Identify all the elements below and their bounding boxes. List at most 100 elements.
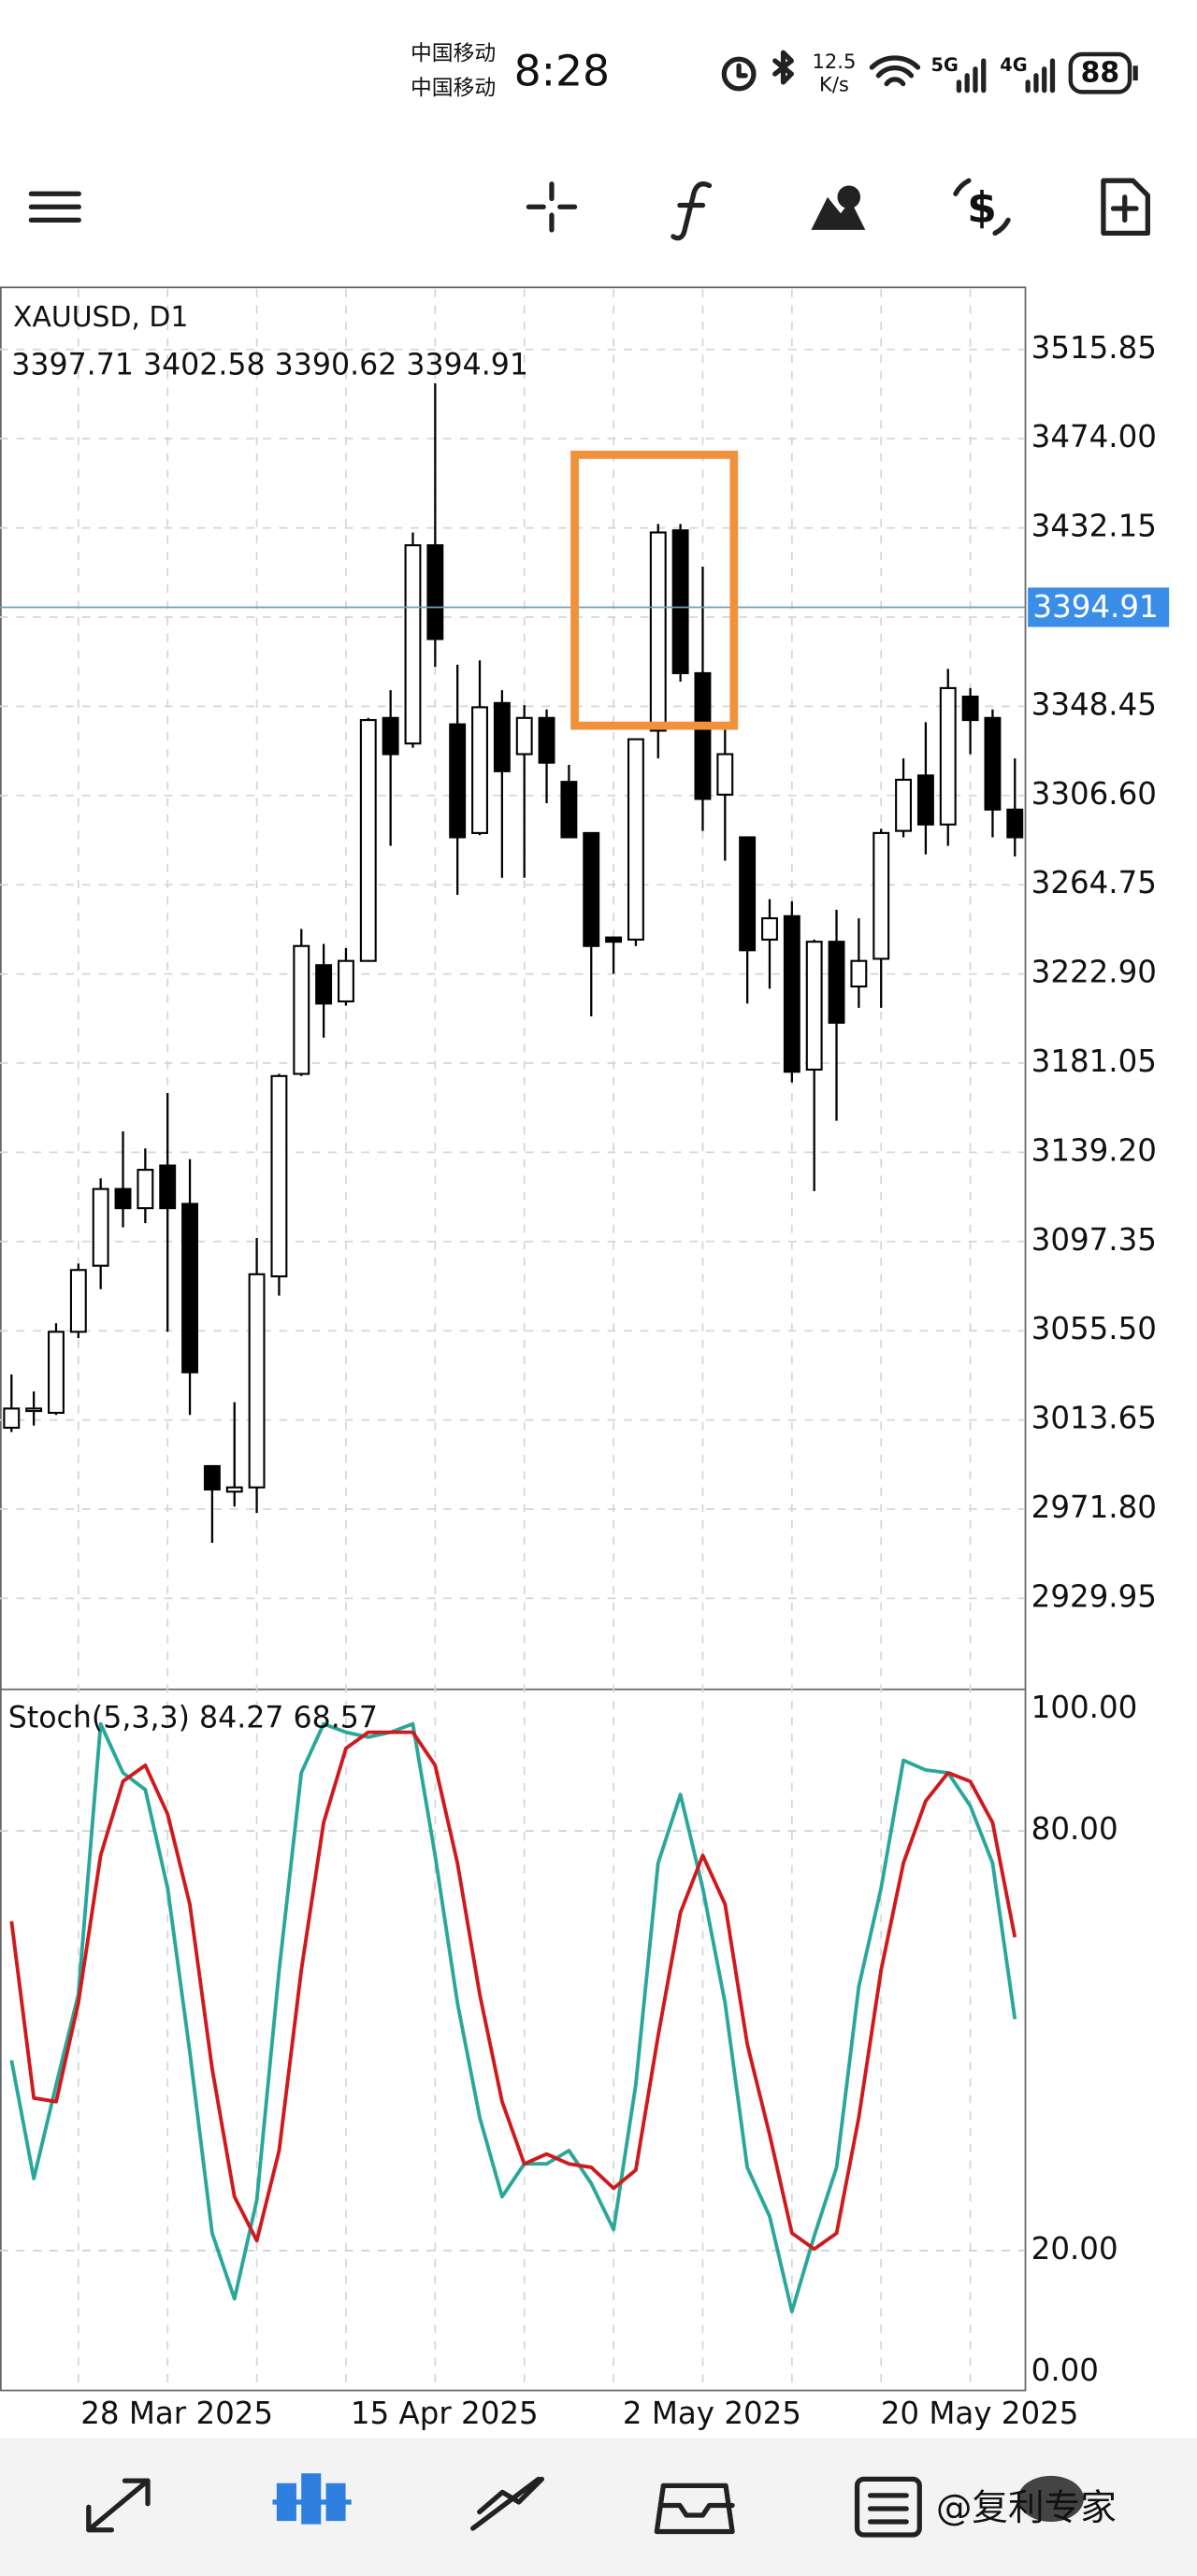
candle-body	[404, 544, 422, 745]
candle-body	[895, 778, 913, 832]
candle-body	[1006, 808, 1024, 839]
candle-body	[850, 959, 868, 988]
stoch-line	[9, 1721, 1017, 2314]
candle-body	[315, 964, 333, 1005]
indicators-button[interactable]	[671, 181, 713, 241]
candle-body	[248, 1273, 266, 1489]
trade-button[interactable]: $	[953, 178, 1011, 237]
y-tick-label: 100.00	[1031, 1690, 1138, 1725]
new-order-button[interactable]	[1101, 178, 1150, 237]
objects-button[interactable]	[811, 185, 866, 230]
candle-body	[493, 701, 511, 772]
chart-title: XAUUSD, D1	[13, 301, 188, 334]
candle-body	[181, 1202, 198, 1374]
y-tick-label: 3181.05	[1031, 1043, 1157, 1079]
y-tick-label: 3264.75	[1031, 865, 1157, 900]
x-tick-label: 20 May 2025	[881, 2396, 1079, 2431]
price-tag	[1028, 587, 1170, 627]
candle-body	[828, 941, 845, 1024]
y-tick-label: 80.00	[1031, 1811, 1118, 1847]
candle-body	[137, 1169, 154, 1210]
toolbar: $	[28, 178, 1150, 241]
svg-text:$: $	[967, 182, 997, 232]
candle-body	[783, 914, 800, 1073]
signal-icon	[1025, 58, 1056, 94]
y-tick-label: 20.00	[1031, 2231, 1118, 2267]
y-tick-label: 2971.80	[1031, 1489, 1157, 1525]
candle-body	[873, 831, 890, 960]
chart-tab[interactable]	[272, 2473, 352, 2525]
candle-body	[515, 716, 533, 756]
candle-body	[939, 686, 957, 826]
candle-body	[761, 917, 778, 941]
y-tick-label: 3139.20	[1031, 1132, 1157, 1168]
carrier: 中国移动	[411, 76, 496, 100]
crosshair-button[interactable]	[526, 181, 578, 233]
nav-background	[0, 2438, 1197, 2576]
candle-body	[627, 738, 644, 941]
carrier: 中国移动	[411, 41, 496, 65]
candle-body	[426, 544, 444, 640]
y-tick-label: 3222.90	[1031, 955, 1157, 990]
candle-body	[694, 671, 712, 800]
news-tab[interactable]	[854, 2476, 922, 2538]
net-speed: 12.5	[813, 50, 857, 73]
candle-body	[337, 959, 354, 1003]
y-tick-label: 2929.95	[1031, 1578, 1157, 1614]
bottom-nav: @复利专家	[0, 2438, 1197, 2576]
candle-body	[471, 706, 488, 834]
candle-body	[805, 941, 823, 1072]
x-tick-label: 15 Apr 2025	[351, 2396, 539, 2431]
candle-body	[48, 1331, 65, 1415]
alarm-icon	[721, 56, 757, 92]
network-type: 4G	[1000, 54, 1027, 76]
candle-body	[359, 719, 377, 962]
candle-body	[916, 774, 934, 826]
candle-body	[649, 531, 667, 732]
chart-frame	[0, 286, 1027, 2392]
y-tick-label: 0.00	[1031, 2353, 1099, 2388]
history-tab[interactable]	[654, 2482, 735, 2535]
y-tick-label: 3474.00	[1031, 419, 1157, 454]
indicator-title: Stoch(5,3,3) 84.27 68.57	[8, 1701, 378, 1734]
bluetooth-icon	[772, 50, 794, 85]
marks-layer	[0, 382, 1025, 2314]
candle-body	[69, 1269, 87, 1333]
battery-level: 88	[1081, 57, 1120, 90]
y-tick-label: 3515.85	[1031, 330, 1157, 366]
candle-body	[382, 716, 399, 756]
trade-tab[interactable]	[470, 2476, 545, 2531]
candle-body	[203, 1464, 221, 1491]
candle-body	[739, 836, 757, 952]
candle-body	[25, 1407, 43, 1413]
x-tick-label: 28 Mar 2025	[80, 2396, 273, 2431]
battery-tip	[1132, 65, 1138, 81]
candle-body	[538, 716, 555, 764]
menu-button[interactable]	[28, 191, 81, 223]
wifi-icon	[869, 55, 921, 87]
x-tick-label: 2 May 2025	[623, 2396, 801, 2431]
candle-body	[449, 723, 467, 839]
candle-body	[984, 716, 1002, 811]
y-tick-label: 3055.50	[1031, 1311, 1157, 1346]
candle-body	[270, 1074, 288, 1278]
candle-body	[293, 944, 310, 1075]
battery-icon	[1068, 51, 1132, 94]
status-bar: 中国移动 中国移动 8:28 12.5 K/s 5G 4G 88	[411, 41, 1138, 100]
candle-body	[114, 1187, 132, 1210]
y-tick-label: 3306.60	[1031, 776, 1157, 812]
candle-body	[671, 529, 689, 674]
candle-body	[560, 781, 578, 839]
messages-tab[interactable]	[1017, 2475, 1084, 2523]
price-tag-label: 3394.91	[1032, 589, 1158, 625]
candle-body	[605, 936, 623, 943]
highlight-box	[570, 451, 739, 730]
candle-body	[225, 1486, 243, 1493]
y-tick-label: 3432.15	[1031, 509, 1157, 544]
quotes-tab[interactable]	[86, 2478, 151, 2533]
candle-body	[3, 1407, 21, 1429]
network-type: 5G	[931, 54, 959, 76]
